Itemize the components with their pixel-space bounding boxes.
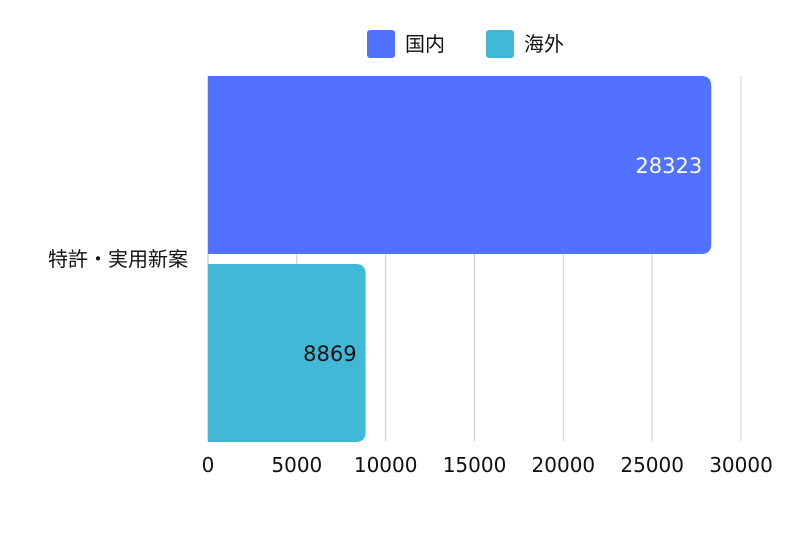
data-label-国内: 28323: [635, 154, 702, 178]
legend-item-国内: 国内: [367, 30, 445, 58]
legend-label-国内: 国内: [405, 32, 445, 56]
x-tick-label-15000: 15000: [443, 453, 507, 477]
data-label-海外: 8869: [303, 342, 356, 366]
bar-海外: [208, 264, 366, 442]
bar-国内: [208, 76, 712, 254]
x-tick-label-20000: 20000: [532, 453, 596, 477]
legend-item-海外: 海外: [486, 30, 564, 58]
legend-swatch-国内: [367, 30, 395, 58]
category-label: 特許・実用新案: [48, 247, 188, 271]
x-tick-label-30000: 30000: [709, 453, 773, 477]
x-tick-label-5000: 5000: [271, 453, 322, 477]
x-tick-label-10000: 10000: [354, 453, 418, 477]
legend-label-海外: 海外: [524, 32, 564, 56]
legend-swatch-海外: [486, 30, 514, 58]
x-tick-label-0: 0: [202, 453, 215, 477]
x-tick-label-25000: 25000: [620, 453, 684, 477]
